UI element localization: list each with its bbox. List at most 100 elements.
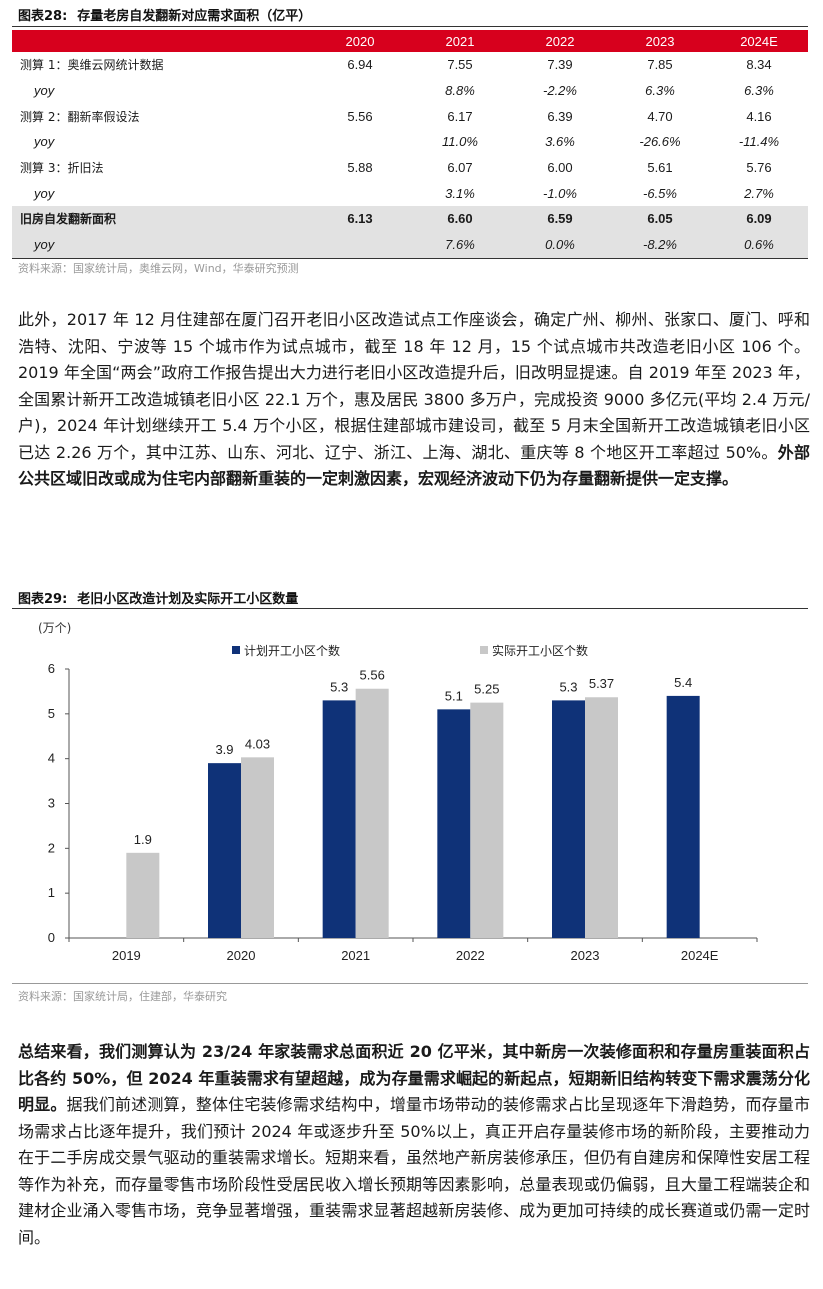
x-tick-label: 2023 [571, 948, 600, 963]
bar-actual [241, 757, 274, 938]
table-cell: 3.1% [445, 185, 475, 201]
x-tick-label: 2020 [227, 948, 256, 963]
table-cell [310, 78, 410, 104]
table-cell: 0.6% [710, 231, 808, 259]
row-label: yoy [34, 83, 55, 99]
bar-actual [126, 852, 160, 938]
bar-planned [322, 700, 356, 938]
table-cell: 7.55 [447, 57, 473, 73]
row-label: yoy [34, 134, 55, 150]
header-cell: 2021 [445, 33, 475, 49]
table-cell: -1.0% [543, 185, 577, 201]
chart-source: 资料来源：国家统计局，住建部，华泰研究 [18, 990, 227, 1003]
header-cell: 2020 [345, 33, 375, 49]
table-cell: 7.85 [647, 57, 673, 73]
header-cell: 2022 [545, 33, 575, 49]
legend-swatch-planned [232, 646, 240, 654]
data-label: 5.1 [445, 688, 463, 703]
paragraph-2: 总结来看，我们测算认为 23/24 年家装需求总面积近 20 亿平米，其中新房一… [18, 1039, 810, 1251]
table-cell: -2.2% [543, 83, 577, 99]
table-header-row: 2020 2021 2022 2023 2024E [12, 30, 808, 52]
header-cell: 2023 [645, 33, 675, 49]
table-cell: -6.5% [643, 185, 677, 201]
y-tick-label: 4 [48, 751, 55, 766]
table-cell: 0.0% [510, 231, 610, 259]
table-cell: 5.56 [347, 108, 373, 124]
table-cell: 7.39 [547, 57, 573, 73]
table-cell: 4.16 [746, 108, 772, 124]
table-cell: 4.70 [647, 108, 673, 124]
y-tick-label: 2 [48, 840, 55, 855]
bar-planned [437, 709, 471, 938]
x-tick-label: 2022 [456, 948, 485, 963]
bar-actual [585, 697, 618, 938]
data-label: 1.9 [134, 832, 152, 847]
table-figure-title: 图表28: 存量老房自发翻新对应需求面积（亿平） [18, 5, 311, 24]
figure-label: 图表29: [18, 592, 68, 607]
figure-label: 图表28: [18, 9, 68, 24]
data-label: 5.3 [559, 679, 577, 694]
x-tick-label: 2024E [681, 948, 719, 963]
table-row: 测算 3：折旧法 5.88 6.07 6.00 5.61 5.76 [12, 155, 808, 181]
bar-actual [355, 688, 389, 938]
table-source: 资料来源：国家统计局，奥维云网，Wind，华泰研究预测 [18, 262, 299, 275]
table-cell: 6.05 [647, 211, 673, 227]
table-cell: 6.94 [347, 57, 373, 73]
table-cell: 6.3% [744, 83, 774, 99]
legend-label: 实际开工小区个数 [492, 643, 588, 658]
bar-planned [552, 700, 585, 938]
y-tick-label: 6 [48, 661, 55, 676]
table-cell: 6.39 [547, 108, 573, 124]
table-cell: 7.6% [410, 231, 510, 259]
table-cell: 6.17 [447, 108, 473, 124]
chart-title-rule [12, 608, 808, 609]
data-label: 5.4 [674, 675, 692, 690]
data-label: 5.25 [474, 682, 499, 697]
y-tick-label: 1 [48, 885, 55, 900]
row-label: 旧房自发翻新面积 [20, 212, 117, 227]
table-row: yoy 3.1% -1.0% -6.5% 2.7% [12, 180, 808, 206]
chart-bottom-rule [12, 983, 808, 984]
data-label: 4.03 [245, 736, 270, 751]
y-tick-label: 3 [48, 796, 55, 811]
table-cell: 6.00 [547, 160, 573, 176]
data-label: 5.37 [589, 676, 614, 691]
table-cell: 6.13 [347, 211, 373, 227]
table-row: 测算 1：奥维云网统计数据 6.94 7.55 7.39 7.85 8.34 [12, 52, 808, 78]
table-cell: 2.7% [744, 185, 774, 201]
row-label: 测算 2：翻新率假设法 [20, 109, 140, 124]
table-cell: 6.07 [447, 160, 473, 176]
bar-planned [208, 763, 241, 938]
paragraph-2-text: 据我们前述测算，整体住宅装修需求结构中，增量市场带动的装修需求占比呈现逐年下滑趋… [18, 1095, 810, 1247]
bar-actual [470, 702, 504, 938]
header-cell [12, 30, 310, 52]
paragraph-1-bold: 外部公共区域旧改或成为住宅内部翻新重装的一定刺激因素，宏观经济波动下仍为存量翻新… [18, 442, 810, 489]
table-cell [310, 129, 410, 155]
table-cell: -11.4% [738, 134, 780, 150]
figure-title-text: 老旧小区改造计划及实际开工小区数量 [77, 592, 299, 607]
table-row: yoy 8.8% -2.2% 6.3% 6.3% [12, 78, 808, 104]
legend-swatch-actual [480, 646, 488, 654]
chart-figure-title: 图表29: 老旧小区改造计划及实际开工小区数量 [18, 588, 298, 607]
table-row: yoy 11.0% 3.6% -26.6% -11.4% [12, 129, 808, 155]
renovation-bar-chart: (万个) 0 1 2 3 4 5 6 2019 1.9 2020 3.9 4.03 2021 5.3 5.56… [38, 621, 758, 963]
bar-planned [666, 695, 700, 938]
table-row-total: 旧房自发翻新面积 6.13 6.60 6.59 6.05 6.09 [12, 206, 808, 232]
data-label: 5.3 [330, 679, 348, 694]
table-cell: -8.2% [610, 231, 710, 259]
paragraph-1-text: 此外，2017 年 12 月住建部在厦门召开老旧小区改造试点工作座谈会，确定广州… [18, 310, 810, 462]
header-cell: 2024E [740, 33, 778, 49]
data-label: 5.56 [360, 668, 385, 683]
row-label: yoy [34, 185, 55, 201]
table-cell: 5.61 [647, 160, 673, 176]
table-row-total-yoy: yoy 7.6% 0.0% -8.2% 0.6% [12, 231, 808, 259]
paragraph-1: 此外，2017 年 12 月住建部在厦门召开老旧小区改造试点工作座谈会，确定广州… [18, 307, 810, 493]
legend-label: 计划开工小区个数 [244, 643, 340, 658]
title-rule [12, 26, 808, 27]
table-row: 测算 2：翻新率假设法 5.56 6.17 6.39 4.70 4.16 [12, 103, 808, 129]
table-cell: 6.60 [447, 211, 473, 227]
table-cell: 8.34 [746, 57, 772, 73]
row-label: 测算 3：折旧法 [20, 161, 104, 176]
table-cell: 5.88 [347, 160, 373, 176]
table-cell: 6.09 [746, 211, 772, 227]
